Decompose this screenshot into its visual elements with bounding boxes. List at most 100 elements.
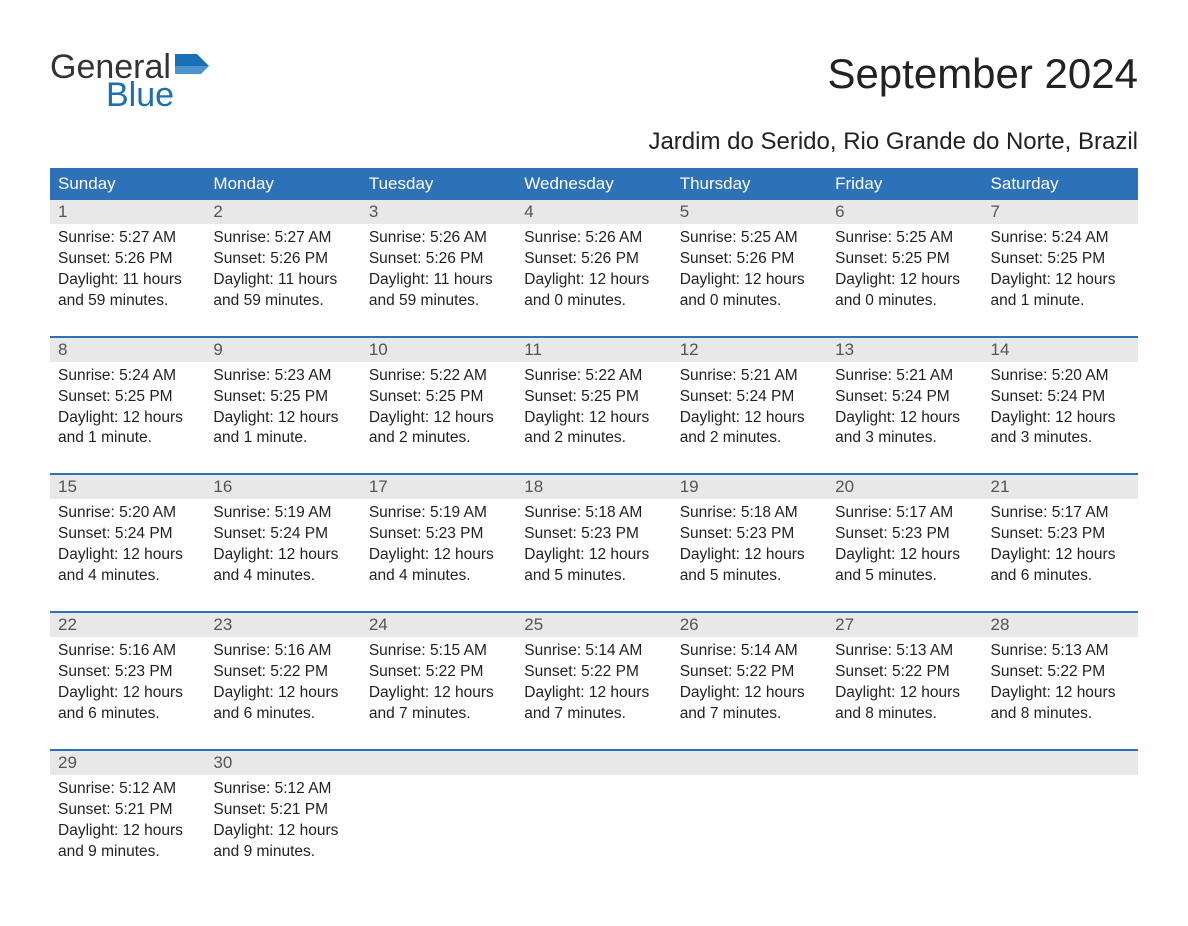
day-number: 12	[672, 338, 827, 362]
day-cell: Sunrise: 5:18 AMSunset: 5:23 PMDaylight:…	[672, 499, 827, 591]
sunset-text: Sunset: 5:22 PM	[369, 662, 508, 683]
day-number: 3	[361, 200, 516, 224]
day-number	[672, 751, 827, 775]
day-number	[516, 751, 671, 775]
day-number: 2	[205, 200, 360, 224]
daylight-text: Daylight: 12 hours and 4 minutes.	[369, 545, 508, 587]
sunrise-text: Sunrise: 5:21 AM	[680, 366, 819, 387]
sunrise-text: Sunrise: 5:12 AM	[213, 779, 352, 800]
day-number: 10	[361, 338, 516, 362]
sunset-text: Sunset: 5:22 PM	[835, 662, 974, 683]
day-header: Sunday	[50, 168, 205, 200]
sunset-text: Sunset: 5:21 PM	[213, 800, 352, 821]
sunrise-text: Sunrise: 5:23 AM	[213, 366, 352, 387]
day-number: 30	[205, 751, 360, 775]
day-header-row: SundayMondayTuesdayWednesdayThursdayFrid…	[50, 168, 1138, 200]
day-header: Tuesday	[361, 168, 516, 200]
sunrise-text: Sunrise: 5:26 AM	[524, 228, 663, 249]
daylight-text: Daylight: 12 hours and 2 minutes.	[524, 408, 663, 450]
sunset-text: Sunset: 5:23 PM	[991, 524, 1130, 545]
sunrise-text: Sunrise: 5:21 AM	[835, 366, 974, 387]
day-number-row: 2930	[50, 751, 1138, 775]
day-number: 22	[50, 613, 205, 637]
calendar-week: 22232425262728Sunrise: 5:16 AMSunset: 5:…	[50, 611, 1138, 729]
day-number: 16	[205, 475, 360, 499]
day-cell: Sunrise: 5:17 AMSunset: 5:23 PMDaylight:…	[827, 499, 982, 591]
day-body-row: Sunrise: 5:12 AMSunset: 5:21 PMDaylight:…	[50, 775, 1138, 867]
day-cell: Sunrise: 5:16 AMSunset: 5:23 PMDaylight:…	[50, 637, 205, 729]
day-cell: Sunrise: 5:14 AMSunset: 5:22 PMDaylight:…	[516, 637, 671, 729]
day-cell: Sunrise: 5:12 AMSunset: 5:21 PMDaylight:…	[50, 775, 205, 867]
sunrise-text: Sunrise: 5:25 AM	[835, 228, 974, 249]
sunset-text: Sunset: 5:24 PM	[835, 387, 974, 408]
sunrise-text: Sunrise: 5:22 AM	[369, 366, 508, 387]
sunset-text: Sunset: 5:26 PM	[524, 249, 663, 270]
daylight-text: Daylight: 12 hours and 8 minutes.	[991, 683, 1130, 725]
day-number: 19	[672, 475, 827, 499]
sunrise-text: Sunrise: 5:20 AM	[58, 503, 197, 524]
day-number: 17	[361, 475, 516, 499]
day-number: 18	[516, 475, 671, 499]
sunrise-text: Sunrise: 5:27 AM	[58, 228, 197, 249]
sunset-text: Sunset: 5:25 PM	[213, 387, 352, 408]
sunset-text: Sunset: 5:24 PM	[58, 524, 197, 545]
day-cell	[361, 775, 516, 867]
daylight-text: Daylight: 11 hours and 59 minutes.	[369, 270, 508, 312]
sunset-text: Sunset: 5:23 PM	[58, 662, 197, 683]
daylight-text: Daylight: 12 hours and 5 minutes.	[680, 545, 819, 587]
sunrise-text: Sunrise: 5:19 AM	[213, 503, 352, 524]
day-header: Monday	[205, 168, 360, 200]
daylight-text: Daylight: 12 hours and 2 minutes.	[680, 408, 819, 450]
day-number: 24	[361, 613, 516, 637]
day-cell: Sunrise: 5:21 AMSunset: 5:24 PMDaylight:…	[672, 362, 827, 454]
day-number: 9	[205, 338, 360, 362]
day-number: 6	[827, 200, 982, 224]
sunset-text: Sunset: 5:25 PM	[835, 249, 974, 270]
sunrise-text: Sunrise: 5:20 AM	[991, 366, 1130, 387]
day-header: Thursday	[672, 168, 827, 200]
day-cell	[672, 775, 827, 867]
sunrise-text: Sunrise: 5:22 AM	[524, 366, 663, 387]
day-number: 28	[983, 613, 1138, 637]
day-number: 20	[827, 475, 982, 499]
day-cell	[983, 775, 1138, 867]
day-cell: Sunrise: 5:27 AMSunset: 5:26 PMDaylight:…	[205, 224, 360, 316]
day-number: 7	[983, 200, 1138, 224]
calendar: SundayMondayTuesdayWednesdayThursdayFrid…	[50, 168, 1138, 866]
sunset-text: Sunset: 5:24 PM	[991, 387, 1130, 408]
day-cell: Sunrise: 5:18 AMSunset: 5:23 PMDaylight:…	[516, 499, 671, 591]
sunset-text: Sunset: 5:25 PM	[58, 387, 197, 408]
day-cell	[827, 775, 982, 867]
day-cell: Sunrise: 5:19 AMSunset: 5:23 PMDaylight:…	[361, 499, 516, 591]
day-number: 11	[516, 338, 671, 362]
day-number-row: 15161718192021	[50, 475, 1138, 499]
daylight-text: Daylight: 12 hours and 7 minutes.	[524, 683, 663, 725]
day-cell: Sunrise: 5:23 AMSunset: 5:25 PMDaylight:…	[205, 362, 360, 454]
header: General Blue September 2024	[50, 50, 1138, 112]
day-number	[361, 751, 516, 775]
day-cell: Sunrise: 5:19 AMSunset: 5:24 PMDaylight:…	[205, 499, 360, 591]
sunrise-text: Sunrise: 5:14 AM	[524, 641, 663, 662]
location-subtitle: Jardim do Serido, Rio Grande do Norte, B…	[50, 128, 1138, 156]
sunrise-text: Sunrise: 5:24 AM	[991, 228, 1130, 249]
day-cell: Sunrise: 5:13 AMSunset: 5:22 PMDaylight:…	[983, 637, 1138, 729]
day-cell: Sunrise: 5:26 AMSunset: 5:26 PMDaylight:…	[516, 224, 671, 316]
page: General Blue September 2024 Jardim do Se…	[0, 0, 1188, 926]
day-cell: Sunrise: 5:16 AMSunset: 5:22 PMDaylight:…	[205, 637, 360, 729]
sunset-text: Sunset: 5:25 PM	[369, 387, 508, 408]
day-cell: Sunrise: 5:20 AMSunset: 5:24 PMDaylight:…	[50, 499, 205, 591]
daylight-text: Daylight: 12 hours and 4 minutes.	[58, 545, 197, 587]
sunset-text: Sunset: 5:23 PM	[369, 524, 508, 545]
daylight-text: Daylight: 12 hours and 1 minute.	[213, 408, 352, 450]
day-number: 14	[983, 338, 1138, 362]
sunrise-text: Sunrise: 5:25 AM	[680, 228, 819, 249]
day-cell: Sunrise: 5:25 AMSunset: 5:25 PMDaylight:…	[827, 224, 982, 316]
day-number: 4	[516, 200, 671, 224]
day-cell	[516, 775, 671, 867]
day-body-row: Sunrise: 5:16 AMSunset: 5:23 PMDaylight:…	[50, 637, 1138, 729]
daylight-text: Daylight: 12 hours and 7 minutes.	[369, 683, 508, 725]
calendar-week: 2930Sunrise: 5:12 AMSunset: 5:21 PMDayli…	[50, 749, 1138, 867]
daylight-text: Daylight: 12 hours and 0 minutes.	[680, 270, 819, 312]
day-number: 13	[827, 338, 982, 362]
day-cell: Sunrise: 5:24 AMSunset: 5:25 PMDaylight:…	[50, 362, 205, 454]
